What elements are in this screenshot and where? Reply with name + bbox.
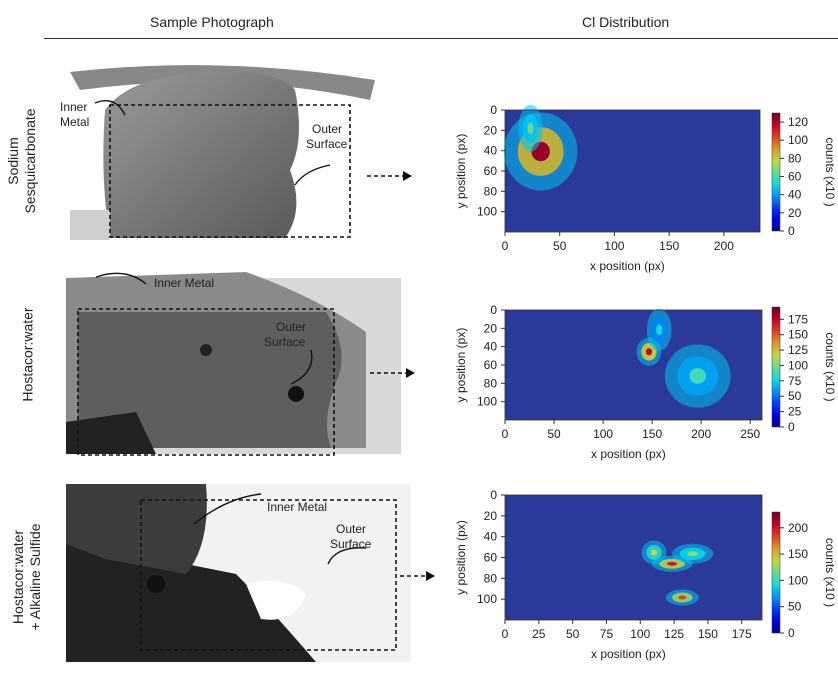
colorbar-tick-label: 0	[788, 626, 795, 640]
hotspot-core	[666, 561, 678, 566]
x-tick-label: 100	[604, 239, 624, 253]
x-tick-label: 125	[664, 627, 684, 641]
heatmap-background	[505, 495, 762, 620]
x-tick-label: 150	[698, 627, 718, 641]
x-axis-label: x position (px)	[591, 447, 666, 461]
colorbar-tick-label: 175	[788, 312, 808, 326]
annotation-inner-metal-1: Inner Metal	[60, 100, 90, 129]
y-tick-label: 80	[484, 184, 498, 198]
y-tick-label: 40	[484, 144, 498, 158]
colorbar-label: counts (x10 )	[823, 332, 837, 401]
colorbar-tick-label: 150	[788, 328, 808, 342]
colorbar-label: counts (x10 )	[823, 538, 837, 607]
header-rule	[44, 38, 838, 39]
x-tick-label: 250	[740, 427, 760, 441]
annotation-inner-metal-3: Inner Metal	[267, 500, 328, 514]
colorbar-tick-label: 50	[788, 600, 802, 614]
x-tick-label: 50	[553, 239, 567, 253]
y-tick-label: 100	[477, 205, 497, 219]
colorbar-tick-label: 80	[788, 151, 802, 165]
colorbar-tick-label: 100	[788, 133, 808, 147]
annotation-outer-surface-1: Outer Surface	[306, 122, 348, 151]
hotspot-core	[656, 324, 663, 336]
sample-photo-3	[66, 484, 411, 662]
y-tick-label: 60	[484, 358, 498, 372]
x-tick-label: 200	[714, 239, 734, 253]
colorbar-tick-label: 100	[788, 573, 808, 587]
y-tick-label: 0	[490, 303, 497, 317]
y-tick-label: 0	[490, 488, 497, 502]
hotspot-core	[645, 348, 653, 356]
y-axis-label: y position (px)	[454, 520, 468, 595]
x-tick-label: 175	[732, 627, 752, 641]
colorbar-tick-label: 60	[788, 170, 802, 184]
colorbar-tick-label: 0	[788, 224, 795, 238]
heatmap-3: 0 25 50 75 100 125 150 175 0 20 40 60 80 100 x positio…	[454, 488, 837, 661]
x-axis-label: x position (px)	[591, 647, 666, 661]
y-tick-label: 0	[490, 103, 497, 117]
arrow-row-3	[400, 571, 435, 581]
colorbar-tick-label: 100	[788, 358, 808, 372]
x-tick-label: 0	[502, 427, 509, 441]
annotation-outer-surface-3: Outer Surface	[330, 522, 372, 551]
colorbar-tick-label: 200	[788, 521, 808, 535]
y-tick-label: 80	[484, 571, 498, 585]
x-tick-label: 75	[600, 627, 614, 641]
y-tick-label: 100	[477, 395, 497, 409]
x-tick-label: 200	[691, 427, 711, 441]
y-tick-label: 20	[484, 321, 498, 335]
hotspot-core	[687, 551, 698, 557]
x-tick-label: 50	[547, 427, 561, 441]
colorbar	[771, 306, 781, 428]
hotspot-core	[678, 595, 687, 600]
colorbar	[771, 112, 781, 232]
header-sample-photograph: Sample Photograph	[150, 14, 274, 30]
x-tick-label: 100	[593, 427, 613, 441]
colorbar-tick-label: 125	[788, 343, 808, 357]
x-tick-label: 25	[532, 627, 546, 641]
colorbar	[771, 511, 781, 634]
header-cl-distribution: Cl Distribution	[582, 14, 670, 30]
x-tick-label: 0	[502, 627, 509, 641]
x-tick-label: 100	[630, 627, 650, 641]
sample-photo-2	[66, 272, 401, 456]
y-tick-label: 60	[484, 164, 498, 178]
y-tick-label: 20	[484, 123, 498, 137]
colorbar-tick-label: 120	[788, 115, 808, 129]
x-axis-label: x position (px)	[590, 259, 665, 273]
colorbar-tick-label: 20	[788, 206, 802, 220]
hotspot-core	[689, 368, 706, 384]
colorbar-tick-label: 40	[788, 188, 802, 202]
y-axis-label: y position (px)	[454, 134, 468, 209]
x-tick-label: 150	[642, 427, 662, 441]
annotation-outer-surface-2: Outer Surface	[264, 320, 307, 349]
colorbar-tick-label: 0	[788, 420, 795, 434]
x-tick-label: 50	[566, 627, 580, 641]
hotspot-core	[650, 549, 658, 556]
arrow-row-1	[367, 171, 412, 181]
y-tick-label: 60	[484, 551, 498, 565]
annotation-inner-metal-2: Inner Metal	[154, 276, 215, 290]
y-tick-label: 40	[484, 340, 498, 354]
colorbar-tick-label: 50	[788, 389, 802, 403]
hotspot-core	[527, 122, 534, 135]
arrow-row-2	[370, 368, 415, 378]
colorbar-tick-label: 25	[788, 405, 802, 419]
y-tick-label: 80	[484, 376, 498, 390]
y-tick-label: 100	[477, 592, 497, 606]
y-tick-label: 40	[484, 530, 498, 544]
sample-photo-1	[70, 65, 375, 240]
colorbar-tick-label: 150	[788, 547, 808, 561]
colorbar-label: counts (x10 )	[823, 137, 837, 206]
y-tick-label: 20	[484, 509, 498, 523]
x-tick-label: 150	[659, 239, 679, 253]
y-axis-label: y position (px)	[454, 328, 468, 403]
colorbar-tick-label: 75	[788, 374, 802, 388]
x-tick-label: 0	[502, 239, 509, 253]
